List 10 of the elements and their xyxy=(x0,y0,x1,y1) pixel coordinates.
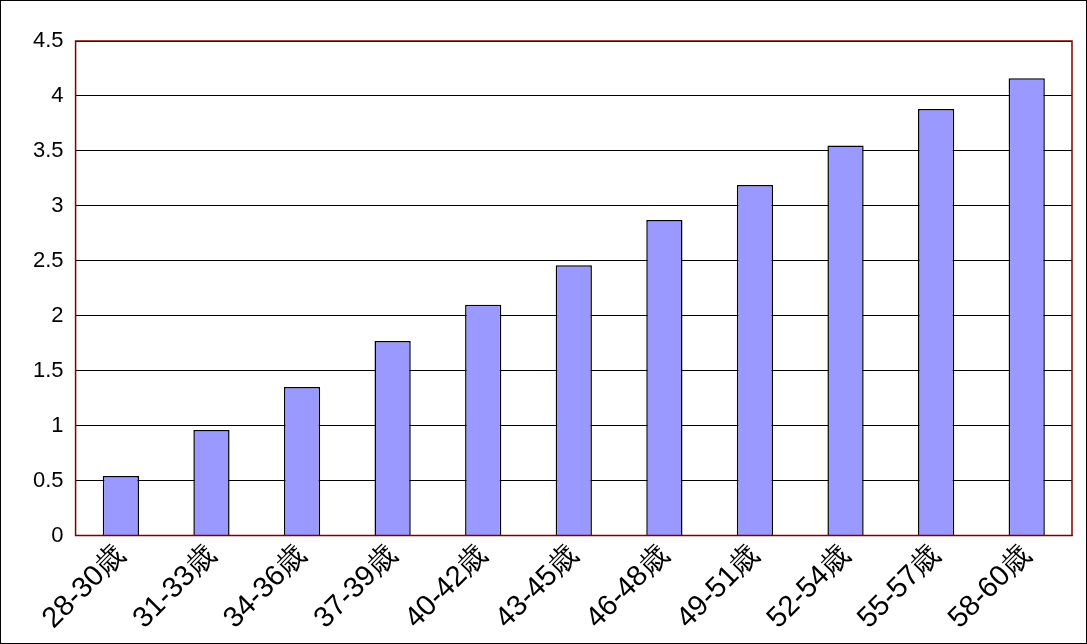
y-tick-label: 1 xyxy=(51,411,64,437)
y-tick-label: 3 xyxy=(51,191,64,217)
y-tick-label: 2 xyxy=(51,301,64,327)
y-tick-label: 4 xyxy=(51,82,64,107)
y-tick-label: 4.5 xyxy=(32,27,64,53)
y-tick-label: 0 xyxy=(51,521,64,547)
y-tick-label: 3.5 xyxy=(32,136,64,162)
y-tick-label: 0.5 xyxy=(32,466,64,492)
y-tick-label: 1.5 xyxy=(32,356,64,382)
y-tick-label: 2.5 xyxy=(32,246,64,272)
